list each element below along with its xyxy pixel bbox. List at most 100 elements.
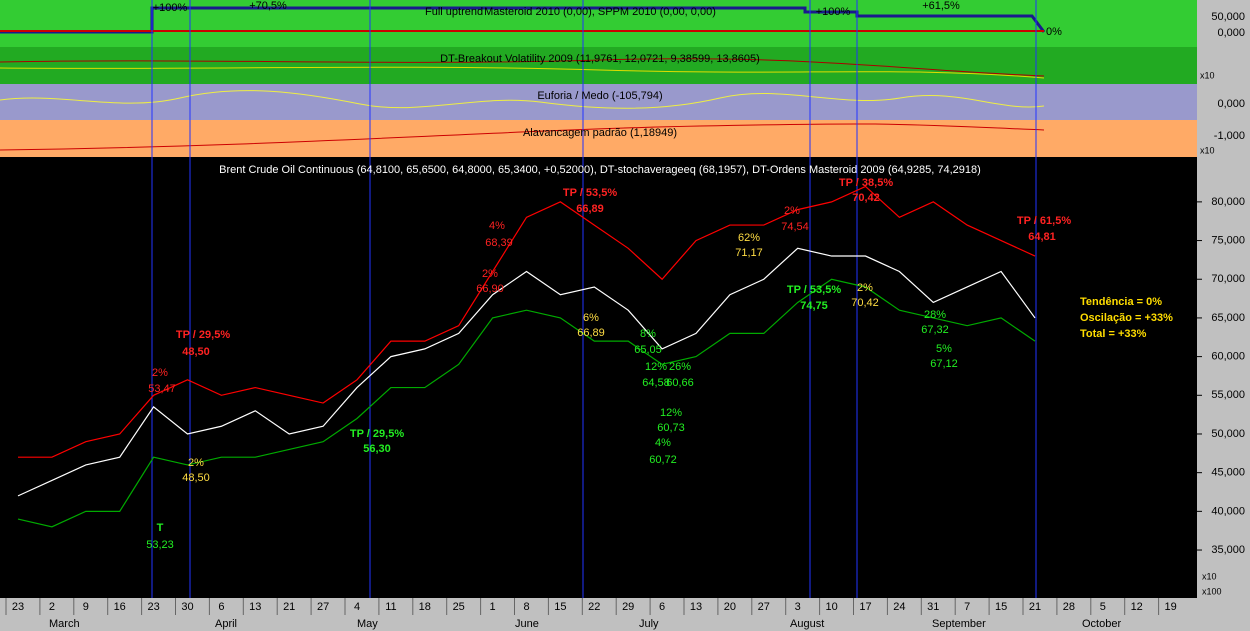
x-tick-label: 31 — [927, 601, 939, 613]
x-tick-label: 28 — [1063, 601, 1075, 613]
panel-title: Euforia / Medo (-105,794) — [537, 90, 662, 102]
annotation: 64,81 — [1028, 231, 1056, 243]
panel-tick: x10 — [1200, 70, 1215, 80]
panel-title: Alavancagem padrão (1,18949) — [523, 127, 677, 139]
volume-label: x10 — [1202, 571, 1217, 581]
annotation: 53,47 — [148, 383, 176, 395]
summary: Oscilação = +33% — [1080, 312, 1173, 324]
y-tick-label: 65,000 — [1211, 312, 1245, 324]
panel-tick: 0,000 — [1217, 98, 1245, 110]
y-tick-label: 80,000 — [1211, 196, 1245, 208]
annotation: 67,32 — [921, 324, 949, 336]
annotation: TP / 53,5% — [787, 284, 841, 296]
month-label: May — [357, 618, 378, 630]
x-tick-label: 12 — [1131, 601, 1143, 613]
annotation: 66,89 — [577, 327, 605, 339]
trend-label: +61,5% — [922, 0, 960, 12]
annotation: 26% — [669, 361, 691, 373]
x-tick-label: 2 — [49, 601, 55, 613]
annotation: 5% — [936, 343, 952, 355]
panel-tick: 50,000 — [1211, 11, 1245, 23]
annotation: 74,54 — [781, 221, 809, 233]
y-tick-label: 55,000 — [1211, 389, 1245, 401]
panel-subtitle: Full uptrend — [425, 6, 483, 18]
main-panel — [0, 157, 1197, 598]
annotation: 67,12 — [930, 358, 958, 370]
x-tick-label: 21 — [283, 601, 295, 613]
annotation: 60,73 — [657, 422, 685, 434]
x-tick-label: 1 — [490, 601, 496, 613]
date-axis — [0, 598, 1250, 631]
vol-line — [0, 66, 1045, 79]
month-label: August — [790, 618, 824, 630]
x-tick-label: 29 — [622, 601, 634, 613]
trend-label: +100% — [153, 2, 188, 14]
annotation: T — [157, 522, 164, 534]
annotation: 6% — [583, 312, 599, 324]
annotation: 4% — [655, 437, 671, 449]
annotation: 70,42 — [851, 297, 879, 309]
month-label: October — [1082, 618, 1121, 630]
month-label: March — [49, 618, 80, 630]
annotation: 62% — [738, 232, 760, 244]
annotation: 74,75 — [800, 300, 828, 312]
price-line — [17, 247, 1036, 497]
annotation: TP / 38,5% — [839, 177, 893, 189]
summary: Total = +33% — [1080, 328, 1147, 340]
annotation: 28% — [924, 309, 946, 321]
annotation: 71,17 — [735, 247, 763, 259]
y-tick-label: 50,000 — [1211, 428, 1245, 440]
signal-lines — [151, 0, 1037, 598]
euforia-panel — [0, 84, 1197, 120]
annotation: 12% — [660, 407, 682, 419]
x-tick-label: 9 — [83, 601, 89, 613]
y-tick-label: 40,000 — [1211, 505, 1245, 517]
y-tick-label: 75,000 — [1211, 234, 1245, 246]
annotation: 2% — [482, 268, 498, 280]
y-tick-label: 60,000 — [1211, 351, 1245, 363]
panel-title: DT-Breakout Volatility 2009 (11,9761, 12… — [440, 53, 760, 65]
vol-line — [0, 58, 1045, 77]
annotation: 48,50 — [182, 346, 210, 358]
summary: Tendência = 0% — [1080, 296, 1162, 308]
x-tick-label: 11 — [385, 601, 396, 613]
euforia-line — [0, 90, 1045, 109]
annotation: 48,50 — [182, 472, 210, 484]
month-label: September — [932, 618, 986, 630]
annotation: 66,90 — [476, 283, 504, 295]
x-tick-label: 4 — [354, 601, 360, 613]
x-tick-label: 30 — [181, 601, 193, 613]
annotation: 56,30 — [363, 443, 391, 455]
x-tick-label: 8 — [523, 601, 529, 613]
trend-label: +70,5% — [249, 0, 287, 12]
x-tick-label: 27 — [758, 601, 770, 613]
annotation: 53,23 — [146, 539, 174, 551]
x-tick-label: 6 — [659, 601, 665, 613]
trend-label: 0% — [1046, 26, 1062, 38]
month-label: June — [515, 618, 539, 630]
y-tick-label: 70,000 — [1211, 273, 1245, 285]
x-tick-label: 10 — [825, 601, 837, 613]
price-line — [18, 185, 1036, 458]
x-tick-label: 18 — [419, 601, 431, 613]
alavancagem-line — [0, 123, 1045, 151]
trend-label: +100% — [816, 6, 851, 18]
x-tick-label: 13 — [249, 601, 261, 613]
annotation: TP / 29,5% — [350, 428, 404, 440]
annotation: 2% — [784, 205, 800, 217]
chart-title: Brent Crude Oil Continuous (64,8100, 65,… — [219, 164, 981, 176]
alavancagem-panel — [0, 120, 1197, 157]
x-tick-label: 24 — [893, 601, 905, 613]
y-tick-label: 35,000 — [1211, 544, 1245, 556]
annotation: 65,05 — [634, 344, 662, 356]
x-tick-label: 17 — [859, 601, 871, 613]
annotation: TP / 29,5% — [176, 329, 230, 341]
panel-title: Masteroid 2010 (0,00), SPPM 2010 (0,00, … — [484, 6, 716, 18]
panel-tick: -1,000 — [1214, 130, 1245, 142]
x-tick-label: 22 — [588, 601, 600, 613]
x-tick-label: 25 — [453, 601, 465, 613]
x-tick-label: 5 — [1100, 601, 1106, 613]
annotation: 4% — [489, 220, 505, 232]
x-tick-label: 13 — [690, 601, 702, 613]
x-tick-label: 3 — [795, 601, 801, 613]
